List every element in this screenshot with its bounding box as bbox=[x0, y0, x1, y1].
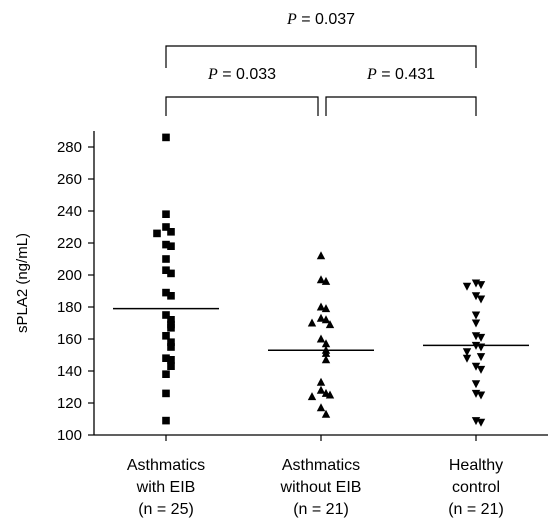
data-point-triangle-down bbox=[476, 418, 486, 427]
data-point-triangle-up bbox=[307, 318, 317, 327]
data-point-triangle-up bbox=[316, 334, 326, 343]
p-symbol: P bbox=[286, 11, 297, 28]
data-point-triangle-up bbox=[321, 276, 331, 285]
comparison-bracket bbox=[325, 96, 477, 116]
data-point-square bbox=[167, 324, 175, 332]
data-point-triangle-up bbox=[307, 392, 317, 401]
data-point-square bbox=[162, 416, 170, 425]
data-point-triangle-down bbox=[471, 311, 481, 320]
x-category-label: without EIB bbox=[280, 479, 362, 496]
data-point-square bbox=[167, 292, 175, 300]
y-tick-label: 240 bbox=[57, 203, 82, 220]
y-tick-label: 200 bbox=[57, 267, 82, 284]
x-category-label: Healthy bbox=[449, 457, 503, 474]
p-value-text: = 0.431 bbox=[377, 66, 435, 83]
y-tick-label: 120 bbox=[57, 395, 82, 412]
x-category-label: control bbox=[452, 479, 500, 496]
data-point-square bbox=[162, 389, 170, 398]
data-point-square bbox=[153, 229, 161, 238]
data-point-square bbox=[167, 362, 175, 370]
data-point-square bbox=[162, 370, 170, 378]
data-point-square bbox=[162, 332, 170, 340]
data-point-triangle-up bbox=[316, 275, 326, 284]
data-point-triangle-up bbox=[321, 339, 331, 348]
data-point-square bbox=[167, 316, 175, 324]
data-point-square bbox=[162, 311, 170, 319]
p-value-label: P = 0.037 bbox=[286, 11, 355, 28]
data-point-triangle-down bbox=[476, 365, 486, 374]
p-value-text: = 0.033 bbox=[218, 66, 276, 83]
x-category-label: Asthmatics bbox=[282, 457, 360, 474]
data-point-square bbox=[167, 242, 175, 250]
x-category-label: (n = 25) bbox=[138, 501, 194, 518]
data-point-triangle-down bbox=[471, 292, 481, 301]
data-point-square bbox=[162, 266, 170, 274]
data-point-triangle-up bbox=[321, 355, 331, 364]
data-point-triangle-down bbox=[476, 295, 486, 304]
data-point-triangle-up bbox=[316, 251, 326, 260]
data-point-square bbox=[162, 240, 170, 249]
p-value-label: P = 0.431 bbox=[366, 66, 435, 83]
data-point-triangle-down bbox=[476, 353, 486, 362]
data-point-triangle-up bbox=[316, 385, 326, 394]
data-point-triangle-down bbox=[476, 391, 486, 400]
data-point-triangle-up bbox=[316, 377, 326, 386]
data-point-triangle-up bbox=[321, 315, 331, 324]
data-point-square bbox=[162, 288, 170, 297]
p-symbol: P bbox=[366, 66, 377, 83]
data-point-square bbox=[167, 356, 175, 364]
data-point-triangle-up bbox=[325, 390, 335, 399]
x-category-label: (n = 21) bbox=[293, 501, 349, 518]
y-tick-label: 180 bbox=[57, 299, 82, 316]
y-tick-label: 160 bbox=[57, 331, 82, 348]
data-point-triangle-down bbox=[462, 354, 472, 363]
p-symbol: P bbox=[207, 66, 218, 83]
data-point-triangle-down bbox=[476, 281, 486, 290]
data-point-triangle-up bbox=[321, 409, 331, 418]
data-point-triangle-up bbox=[316, 302, 326, 311]
comparison-bracket bbox=[165, 96, 319, 116]
p-value-label: P = 0.033 bbox=[207, 66, 276, 83]
data-point-square bbox=[162, 133, 170, 142]
data-point-triangle-down bbox=[476, 333, 486, 342]
x-category-label: Asthmatics bbox=[127, 457, 205, 474]
data-point-triangle-up bbox=[321, 304, 331, 313]
y-tick-label: 100 bbox=[57, 427, 82, 444]
data-point-square bbox=[167, 269, 175, 278]
data-point-square bbox=[162, 354, 170, 362]
p-value-text: = 0.037 bbox=[297, 11, 355, 28]
data-point-square bbox=[162, 223, 170, 231]
data-point-triangle-down bbox=[471, 380, 481, 389]
data-point-triangle-up bbox=[325, 320, 335, 329]
data-point-triangle-down bbox=[471, 362, 481, 371]
comparison-bracket bbox=[165, 45, 477, 68]
data-point-triangle-down bbox=[462, 348, 472, 357]
data-point-square bbox=[167, 338, 175, 346]
x-category-label: with EIB bbox=[136, 479, 196, 496]
data-point-triangle-up bbox=[316, 403, 326, 412]
y-tick-label: 220 bbox=[57, 235, 82, 252]
data-point-square bbox=[162, 210, 170, 218]
data-point-triangle-down bbox=[471, 319, 481, 328]
y-axis-title: sPLA2 (ng/mL) bbox=[14, 233, 31, 333]
data-point-square bbox=[167, 343, 175, 351]
data-point-triangle-up bbox=[316, 313, 326, 322]
y-tick-label: 140 bbox=[57, 363, 82, 380]
data-point-triangle-down bbox=[462, 282, 472, 291]
x-category-label: (n = 21) bbox=[448, 501, 504, 518]
data-point-square bbox=[167, 228, 175, 236]
y-tick-label: 260 bbox=[57, 171, 82, 188]
data-point-triangle-up bbox=[321, 348, 331, 357]
data-point-square bbox=[162, 255, 170, 263]
y-tick-label: 280 bbox=[57, 139, 82, 156]
